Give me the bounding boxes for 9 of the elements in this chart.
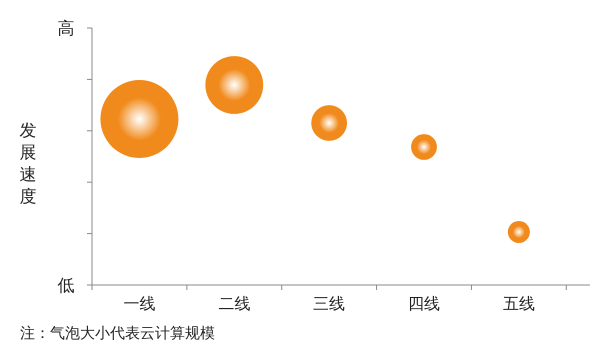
x-tick-label: 一线 [123,294,156,313]
text: 注：气泡大小代表云计算规模 [20,324,215,342]
x-tick-label: 五线 [502,294,535,313]
text: 高 [58,19,74,39]
x-tick-label: 四线 [408,294,440,313]
x-tick-label: 三线 [313,294,346,313]
y-axis-title: 发展速度 [20,121,36,207]
text: 低 [58,276,74,296]
x-tick-label: 二线 [218,294,250,313]
